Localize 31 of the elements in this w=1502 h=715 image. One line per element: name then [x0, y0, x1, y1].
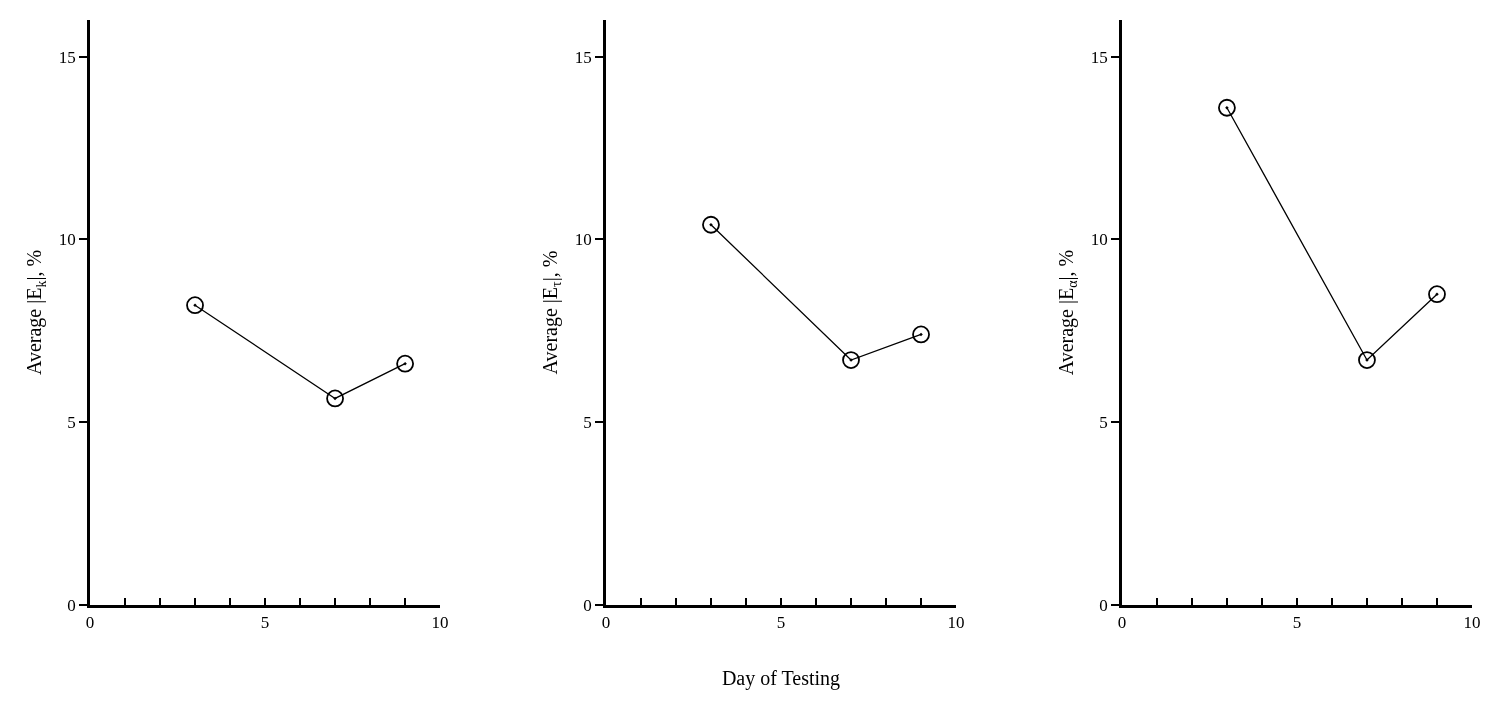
x-tick-label: 10: [1463, 613, 1481, 633]
x-tick-label: 10: [947, 613, 965, 633]
point: [1218, 98, 1236, 117]
y-tick-label: 0: [583, 595, 592, 615]
y-tick-label: 5: [1099, 413, 1108, 433]
y-tick-label: 10: [574, 230, 592, 250]
y-tick-label: 5: [583, 413, 592, 433]
x-tick-label: 5: [260, 613, 270, 633]
x-tick-label: 0: [85, 613, 95, 633]
y-tick-label: 0: [67, 595, 76, 615]
y-tick-label: 0: [1099, 595, 1108, 615]
x-tick-label: 0: [1117, 613, 1127, 633]
x-tick-label: 10: [431, 613, 449, 633]
x-tick-label: 5: [776, 613, 786, 633]
y-tick-label: 15: [58, 47, 76, 67]
point: [842, 351, 860, 369]
y-tick-label: 15: [574, 47, 592, 67]
x-tick-label: 0: [601, 613, 611, 633]
x-tick-label: 5: [1292, 613, 1302, 633]
y-tick-label: 5: [67, 413, 76, 433]
y-tick-label: 10: [58, 230, 76, 250]
point: [912, 325, 930, 344]
y-tick-label: 15: [1090, 47, 1108, 67]
point: [1358, 351, 1376, 369]
y-tick-label: 10: [1090, 230, 1108, 250]
point: [396, 354, 414, 373]
point: [1428, 285, 1446, 304]
point: [702, 215, 720, 234]
x-axis-title: Day of Testing: [721, 666, 841, 690]
point: [326, 389, 344, 408]
point: [186, 296, 204, 315]
